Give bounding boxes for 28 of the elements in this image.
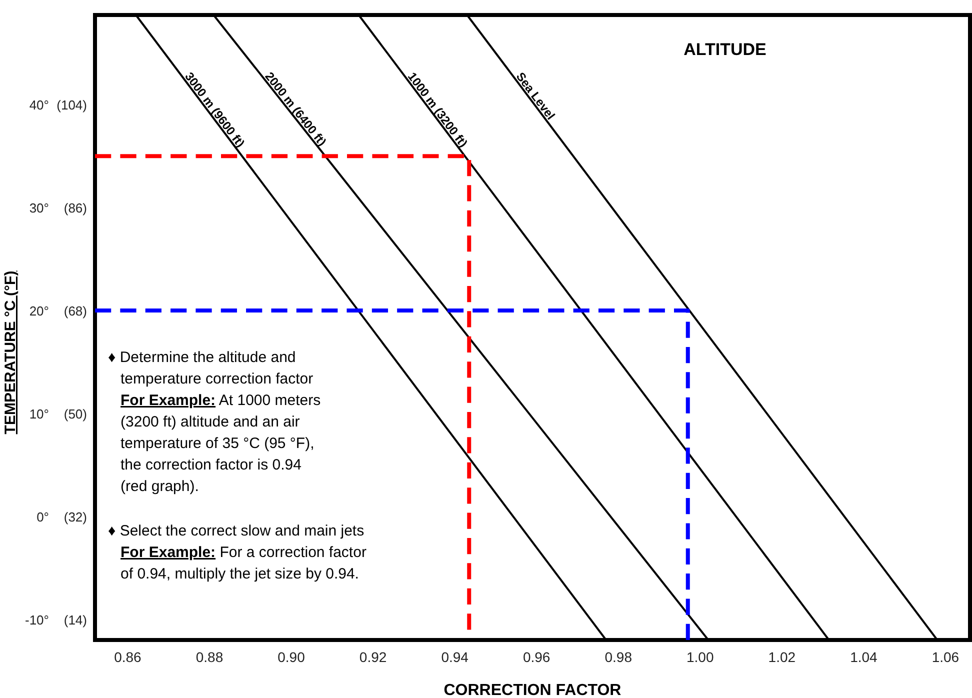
y-tick-label: -10° [25,612,49,628]
x-tick-label: 0.96 [522,649,550,665]
y2-tick-label: (68) [64,304,87,319]
y2-tick-label: (14) [64,612,87,628]
y-axis-title: TEMPERATURE °C (°F) [2,270,19,434]
x-tick-label: 0.86 [114,649,142,665]
x-tick-label: 0.90 [278,649,306,665]
x-tick-label: 0.98 [604,649,632,665]
x-tick-label: 1.04 [850,649,878,665]
annotation: ♦ Select the correct slow and main jets For Example: For a correction factor of 0.94, multiply the jet size by 0.94. [108,522,366,582]
y2-tick-label: (104) [56,98,87,113]
x-tick-label: 0.88 [196,649,224,665]
y-tick-label: 30° [29,200,49,216]
y-tick-label: 0° [36,509,49,524]
x-tick-label: 1.06 [932,649,960,665]
x-tick-label: 0.94 [441,649,469,665]
x-axis-title: CORRECTION FACTOR [444,682,622,698]
annotation: ♦ Determine the altitude and temperature correction factor For Example: At 1000 meters (3200 ft) altitude and an air temperature of 35 °C (95 °F), the correction factor is 0.94 (red graph). [108,349,321,495]
y-tick-label: 10° [29,406,49,422]
y2-tick-label: (50) [64,406,87,422]
y-tick-label: 40° [29,98,49,113]
x-tick-label: 1.02 [768,649,796,665]
x-tick-label: 1.00 [686,649,714,665]
text: ALTITUDE [684,40,766,59]
y2-tick-label: (86) [64,200,87,216]
x-tick-label: 0.92 [359,649,387,665]
y-tick-label: 20° [29,304,49,319]
y2-tick-label: (32) [64,509,87,524]
